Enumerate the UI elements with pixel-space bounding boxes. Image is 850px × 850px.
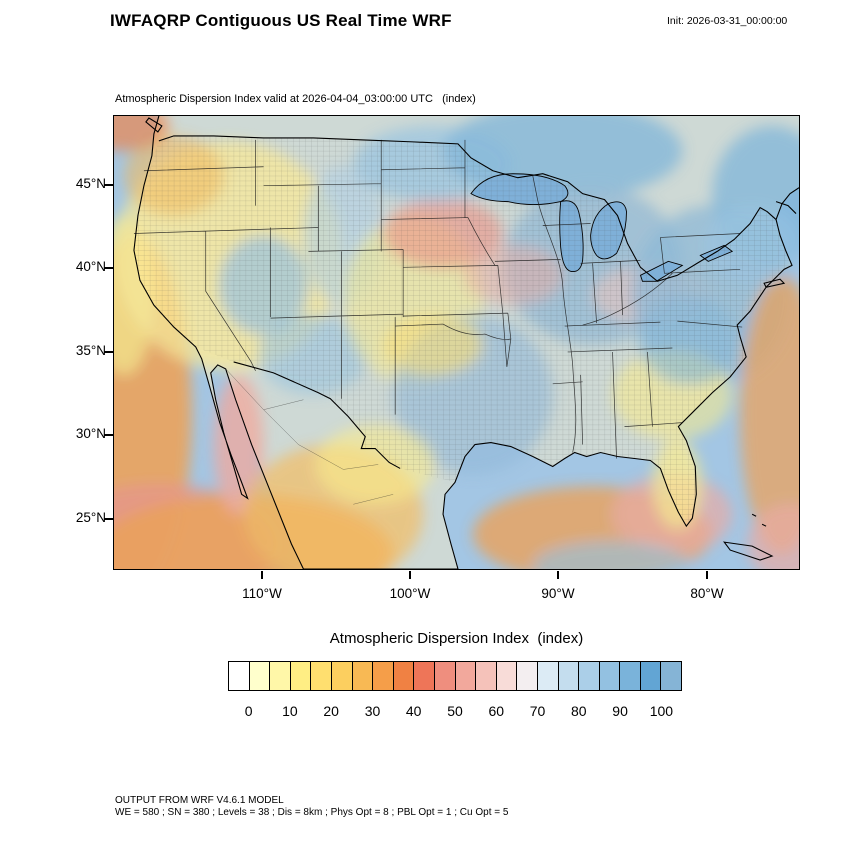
colorbar-cell: [660, 661, 683, 691]
state-borders: [133, 139, 743, 505]
lat-tick-mark: [104, 351, 113, 353]
colorbar-cell: [454, 661, 477, 691]
page-title: IWFAQRP Contiguous US Real Time WRF: [110, 11, 452, 30]
lat-tick-mark: [104, 434, 113, 436]
county-texture: [133, 135, 793, 527]
us-adi-map: [114, 116, 799, 569]
lon-tick-label: 100°W: [389, 586, 431, 601]
colorbar-tick-label: 60: [488, 703, 505, 719]
colorbar-cell: [639, 661, 662, 691]
colorbar-cell: [372, 661, 394, 691]
colorbar-cell: [516, 661, 538, 691]
lon-tick-label: 90°W: [541, 586, 575, 601]
colorbar-cell: [598, 661, 621, 691]
lat-tick-label: 40°N: [75, 259, 106, 274]
colorbar-cell: [578, 661, 600, 691]
colorbar-cell: [433, 661, 456, 691]
colorbar-cell: [228, 661, 250, 691]
footer-config-line: WE = 580 ; SN = 380 ; Levels = 38 ; Dis …: [115, 807, 509, 818]
colorbar-cell: [413, 661, 435, 691]
map-frame: [113, 115, 800, 570]
colorbar-cell: [557, 661, 580, 691]
footer-model-line: OUTPUT FROM WRF V4.6.1 MODEL: [115, 795, 284, 806]
lat-tick-label: 25°N: [75, 510, 106, 525]
colorbar-tick-label: 20: [323, 703, 339, 719]
lon-tick-label: 80°W: [690, 586, 724, 601]
colorbar-tick-labels: 0 10 20 30 40 50 60 70 80 90 100: [228, 703, 682, 721]
colorbar-title: Atmospheric Dispersion Index (index): [329, 630, 584, 647]
colorbar-tick-label: 40: [405, 703, 422, 719]
colorbar-cell: [495, 661, 518, 691]
colorbar-cell: [269, 661, 291, 691]
lon-tick-label: 110°W: [242, 586, 282, 601]
lat-tick-label: 35°N: [75, 343, 106, 358]
lat-tick-label: 45°N: [75, 176, 106, 191]
lat-tick-mark: [104, 184, 113, 186]
colorbar-cell: [475, 661, 497, 691]
lat-tick-mark: [104, 267, 113, 269]
colorbar-cell: [619, 661, 641, 691]
init-timestamp: Init: 2026-03-31_00:00:00: [667, 15, 788, 27]
colorbar-tick-label: 70: [529, 703, 546, 719]
lat-tick-label: 30°N: [75, 426, 106, 441]
colorbar-cell: [536, 661, 559, 691]
colorbar-tick-label: 30: [364, 703, 381, 719]
lon-tick-mark: [557, 571, 559, 579]
lon-tick-mark: [409, 571, 411, 579]
colorbar: [228, 661, 683, 691]
coastlines: [133, 116, 799, 569]
lat-tick-mark: [104, 518, 113, 520]
colorbar-tick-label: 10: [282, 703, 298, 719]
colorbar-cell: [330, 661, 353, 691]
map-subtitle: Atmospheric Dispersion Index valid at 20…: [115, 93, 476, 105]
colorbar-cell: [310, 661, 332, 691]
colorbar-cell: [289, 661, 312, 691]
colorbar-tick-label: 90: [612, 703, 628, 719]
colorbar-tick-label: 0: [244, 703, 253, 719]
colorbar-cell: [351, 661, 374, 691]
lon-tick-mark: [706, 571, 708, 579]
colorbar-tick-label: 50: [447, 703, 463, 719]
colorbar-cell: [248, 661, 271, 691]
colorbar-tick-label: 100: [649, 703, 674, 719]
colorbar-tick-label: 80: [571, 703, 587, 719]
colorbar-cell: [392, 661, 415, 691]
lon-tick-mark: [261, 571, 263, 579]
